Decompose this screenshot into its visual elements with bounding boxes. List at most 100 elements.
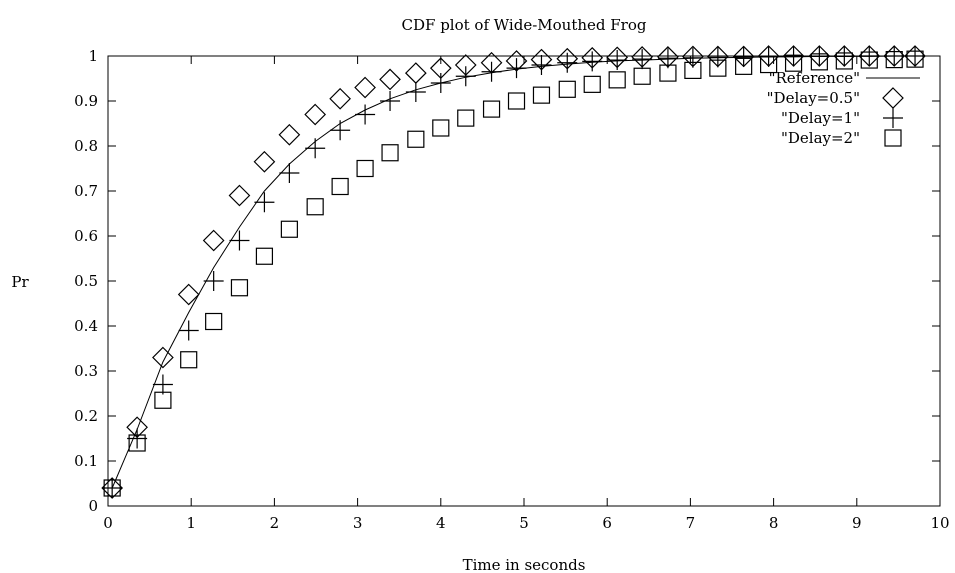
square-point (659, 64, 677, 82)
x-tick-label: 0 (103, 514, 113, 532)
square-point (885, 50, 903, 69)
square-point (784, 54, 803, 72)
y-tick-label: 0.5 (74, 272, 98, 290)
legend-plus-sample (883, 108, 903, 128)
diamond-point (152, 346, 174, 369)
square-point (735, 57, 753, 75)
plus-point (380, 91, 401, 111)
legend-label: "Delay=2" (781, 129, 860, 147)
square-point (633, 67, 651, 85)
x-tick-label: 8 (769, 514, 779, 532)
legend-label: "Delay=1" (781, 109, 860, 127)
x-tick-label: 7 (686, 514, 696, 532)
diamond-point (404, 62, 427, 84)
x-tick-label: 2 (270, 514, 280, 532)
plus-point (834, 46, 855, 67)
plus-point (707, 47, 728, 68)
y-tick-label: 0.3 (74, 362, 98, 380)
plus-point (430, 73, 451, 93)
square-point (457, 109, 475, 127)
y-tick-label: 0.2 (74, 407, 98, 425)
y-tick-label: 0.7 (74, 182, 98, 200)
plus-point (557, 52, 578, 73)
plus-point (203, 271, 224, 291)
plus-point (905, 46, 926, 66)
diamond-point (329, 87, 351, 110)
plus-point (884, 46, 905, 66)
plus-point (481, 61, 502, 82)
square-point (482, 100, 501, 118)
plus-point (305, 138, 326, 159)
plus-point (254, 192, 275, 213)
x-tick-label: 9 (852, 514, 862, 532)
axis-ticks: 0 1 2 3 4 5 6 7 8 9 10 0 0.1 0.2 0.3 0.4 0.5 0.6 0.7 0.8 0.9… (74, 47, 949, 532)
plus-point (531, 55, 552, 75)
y-tick-label: 1 (88, 47, 98, 65)
diamond-point (228, 184, 251, 207)
square-point (103, 479, 121, 497)
chart-title: CDF plot of Wide-Mouthed Frog (402, 16, 647, 34)
plus-point (455, 66, 476, 87)
y-tick-label: 0.8 (74, 137, 98, 155)
diamond-point (202, 229, 225, 252)
square-point (558, 80, 576, 98)
series-layer (101, 45, 926, 499)
plus-point (632, 49, 653, 70)
y-tick-label: 0 (88, 497, 98, 515)
y-axis-label: Pr (11, 273, 29, 291)
square-point (280, 220, 298, 238)
legend-diamond-sample (882, 87, 904, 109)
series-square (103, 50, 924, 497)
square-point (331, 177, 349, 196)
square-point (760, 55, 778, 74)
diamond-point (278, 123, 301, 146)
legend-label: "Reference" (769, 69, 860, 87)
x-axis-label: Time in seconds (463, 556, 586, 573)
square-point (432, 119, 450, 137)
plus-point (733, 46, 754, 67)
plus-point (582, 51, 603, 72)
legend: "Reference" "Delay=0.5" "Delay=1" "Delay=2" (767, 69, 920, 147)
plus-point (330, 120, 351, 141)
x-tick-label: 4 (436, 514, 446, 532)
square-point (684, 61, 702, 80)
legend-label: "Delay=0.5" (767, 89, 860, 107)
square-point (810, 53, 828, 71)
plus-point (783, 46, 804, 67)
square-point (180, 351, 198, 369)
diamond-point (177, 283, 200, 306)
x-tick-label: 1 (186, 514, 196, 532)
square-point (205, 312, 223, 331)
square-point (835, 52, 853, 70)
square-point (906, 50, 924, 68)
square-point (154, 391, 172, 409)
square-point (255, 247, 274, 265)
plus-point (127, 428, 148, 449)
plus-point (682, 47, 703, 68)
square-point (507, 92, 526, 110)
plus-point (405, 82, 426, 102)
plus-point (355, 104, 376, 125)
square-point (583, 75, 601, 93)
x-tick-label: 3 (353, 514, 363, 532)
square-point (356, 159, 374, 178)
plus-point (279, 163, 300, 183)
square-point (381, 144, 399, 162)
diamond-point (253, 150, 276, 173)
square-point (306, 198, 324, 216)
square-point (608, 71, 626, 89)
plus-point (859, 46, 880, 66)
plus-point (102, 478, 123, 498)
square-point (709, 59, 727, 77)
diamond-point (304, 103, 327, 126)
plus-point (178, 320, 199, 341)
x-tick-label: 6 (602, 514, 612, 532)
plus-point (152, 374, 173, 395)
diamond-point (379, 68, 401, 91)
y-tick-label: 0.4 (74, 317, 98, 335)
plus-point (809, 46, 830, 67)
x-tick-label: 5 (519, 514, 529, 532)
plus-point (229, 230, 250, 251)
plus-point (506, 58, 527, 79)
